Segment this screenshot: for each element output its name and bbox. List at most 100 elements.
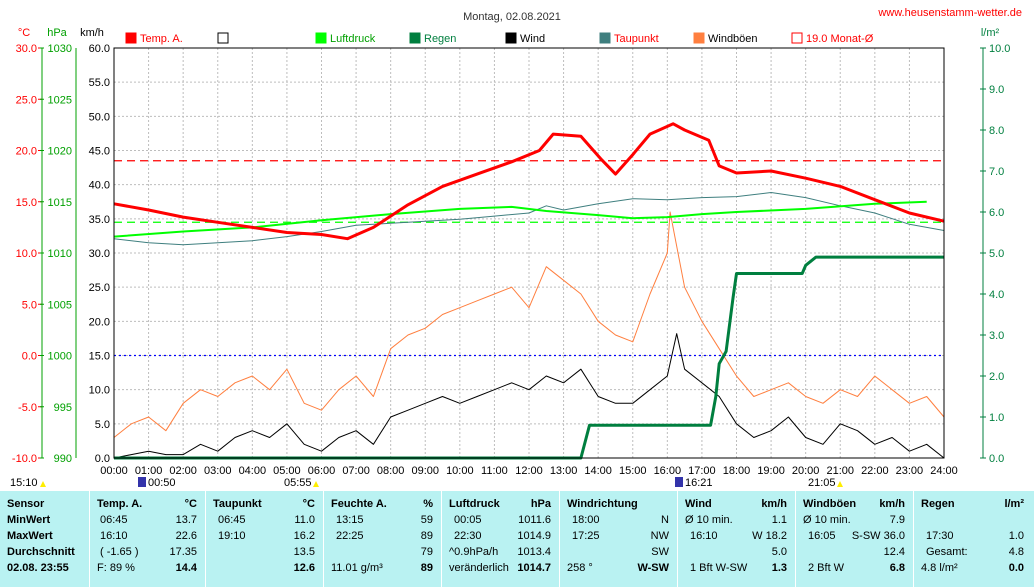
speed-tick-label: 20.0	[89, 316, 110, 328]
x-tick-label: 23:00	[896, 465, 924, 477]
rain-tick-label: 8.0	[989, 125, 1004, 137]
rain-tick-label: 5.0	[989, 248, 1004, 260]
legend-swatch	[693, 32, 705, 44]
wind-max-time: 16:10	[690, 530, 718, 542]
x-tick-label: 09:00	[411, 465, 439, 477]
pressure-tick-label: 1030	[48, 43, 72, 55]
rain-total: 4.8	[1008, 546, 1024, 558]
rain-tick-label: 1.0	[989, 412, 1004, 424]
row-label-min: MinWert	[7, 514, 51, 526]
gust-row1: 7.9	[889, 514, 905, 526]
gust-current: 6.8	[889, 562, 905, 574]
x-tick-label: 05:00	[273, 465, 301, 477]
x-tick-label: 12:00	[515, 465, 543, 477]
legend-label: Windböen	[708, 33, 758, 45]
temp-tick-label: 30.0	[16, 43, 37, 55]
press-trend: ^0.9hPa/h	[449, 546, 499, 558]
legend-swatch	[409, 32, 421, 44]
hum-max-time: 22:25	[336, 530, 364, 542]
speed-tick-label: 25.0	[89, 282, 110, 294]
wind-avg: 5.0	[771, 546, 787, 558]
wind-current: 1.3	[771, 562, 787, 574]
press-avg: 1013.4	[517, 546, 551, 558]
row-label-timestamp: 02.08. 23:55	[7, 562, 69, 574]
legend-swatch	[505, 32, 517, 44]
speed-tick-label: 15.0	[89, 351, 110, 363]
temp-unit: °C	[184, 498, 197, 510]
dir-min-time: 18:00	[572, 514, 600, 526]
temp-max-time: 16:10	[100, 530, 128, 542]
dew-max: 16.2	[293, 530, 315, 542]
temp-title: Temp. A.	[97, 498, 143, 510]
temp-max: 22.6	[175, 530, 197, 542]
legend-swatch	[599, 32, 611, 44]
stats-col-rain: Regen l/m² 17:30 1.0 Gesamt: 4.8 4.8 l/m…	[914, 491, 1034, 587]
rain-current: 0.0	[1008, 562, 1024, 574]
press-unit: hPa	[530, 498, 551, 510]
series-windb-en	[113, 211, 945, 438]
x-tick-label: 13:00	[550, 465, 578, 477]
rain-max-time: 17:30	[926, 530, 954, 542]
dew-title: Taupunkt	[213, 498, 262, 510]
legend-label: Regen	[424, 33, 456, 45]
legend-label: Luftdruck	[330, 33, 376, 45]
row-label-max: MaxWert	[7, 530, 53, 542]
speed-tick-label: 45.0	[89, 146, 110, 158]
temp-tick-label: -10.0	[12, 453, 37, 465]
dir-foot-note: 258 °	[567, 562, 593, 574]
speed-unit-label: km/h	[80, 27, 104, 39]
marker-sunrise: 05:55	[284, 477, 312, 489]
marker-moon-1: 00:50	[148, 477, 176, 489]
wind-title: Wind	[685, 498, 712, 510]
stats-col-pressure: Luftdruck hPa 00:05 1011.6 22:30 1014.9 …	[442, 491, 560, 587]
wind-foot-note: 1 Bft W-SW	[690, 562, 748, 574]
stats-col-humidity: Feuchte A. % 13:15 59 22:25 89 79 11.01 …	[324, 491, 442, 587]
x-tick-label: 20:00	[792, 465, 820, 477]
x-tick-label: 06:00	[308, 465, 336, 477]
dir-avg: SW	[651, 546, 669, 558]
legend-swatch	[791, 32, 803, 44]
wind-unit: km/h	[761, 498, 787, 510]
rain-title: Regen	[921, 498, 955, 510]
speed-tick-label: 55.0	[89, 77, 110, 89]
press-min-time: 00:05	[454, 514, 482, 526]
chart-title: Montag, 02.08.2021	[463, 11, 561, 23]
wind-max: W 18.2	[752, 530, 787, 542]
x-tick-label: 08:00	[377, 465, 405, 477]
x-tick-label: 19:00	[757, 465, 785, 477]
site-url[interactable]: www.heusenstamm-wetter.de	[877, 7, 1022, 19]
legend-label: Wind	[520, 33, 545, 45]
x-tick-label: 18:00	[723, 465, 751, 477]
series-temp-a	[113, 122, 945, 241]
dir-min: N	[661, 514, 669, 526]
x-tick-label: 21:00	[826, 465, 854, 477]
temp-avg: 17.35	[169, 546, 197, 558]
x-tick-label: 01:00	[135, 465, 163, 477]
rain-total-label: Gesamt:	[926, 546, 968, 558]
temp-tick-label: -5.0	[18, 402, 37, 414]
temp-tick-label: 5.0	[22, 299, 37, 311]
dew-max-time: 19:10	[218, 530, 246, 542]
stats-panel: Sensor MinWert MaxWert Durchschnitt 02.0…	[0, 491, 1034, 587]
pressure-tick-label: 1000	[48, 351, 72, 363]
wind-row1: 1.1	[771, 514, 787, 526]
legend-swatch	[217, 32, 229, 44]
pressure-tick-label: 1010	[48, 248, 72, 260]
x-tick-label: 17:00	[688, 465, 716, 477]
press-title: Luftdruck	[449, 498, 500, 510]
press-current: 1014.7	[517, 562, 551, 574]
moon-icon	[675, 477, 683, 487]
series-regen	[114, 255, 944, 460]
gust-avg: 12.4	[883, 546, 905, 558]
speed-tick-label: 60.0	[89, 43, 110, 55]
dew-unit: °C	[302, 498, 315, 510]
x-tick-label: 02:00	[169, 465, 197, 477]
rain-foot-note: 4.8 l/m²	[921, 562, 958, 574]
dir-max: NW	[650, 530, 669, 542]
hum-foot-note: 11.01 g/m³	[331, 562, 383, 574]
gust-title: Windböen	[803, 498, 857, 510]
gust-row1-note: Ø 10 min.	[803, 514, 851, 526]
speed-tick-label: 35.0	[89, 214, 110, 226]
hum-current: 89	[420, 562, 433, 574]
speed-tick-label: 0.0	[95, 453, 110, 465]
